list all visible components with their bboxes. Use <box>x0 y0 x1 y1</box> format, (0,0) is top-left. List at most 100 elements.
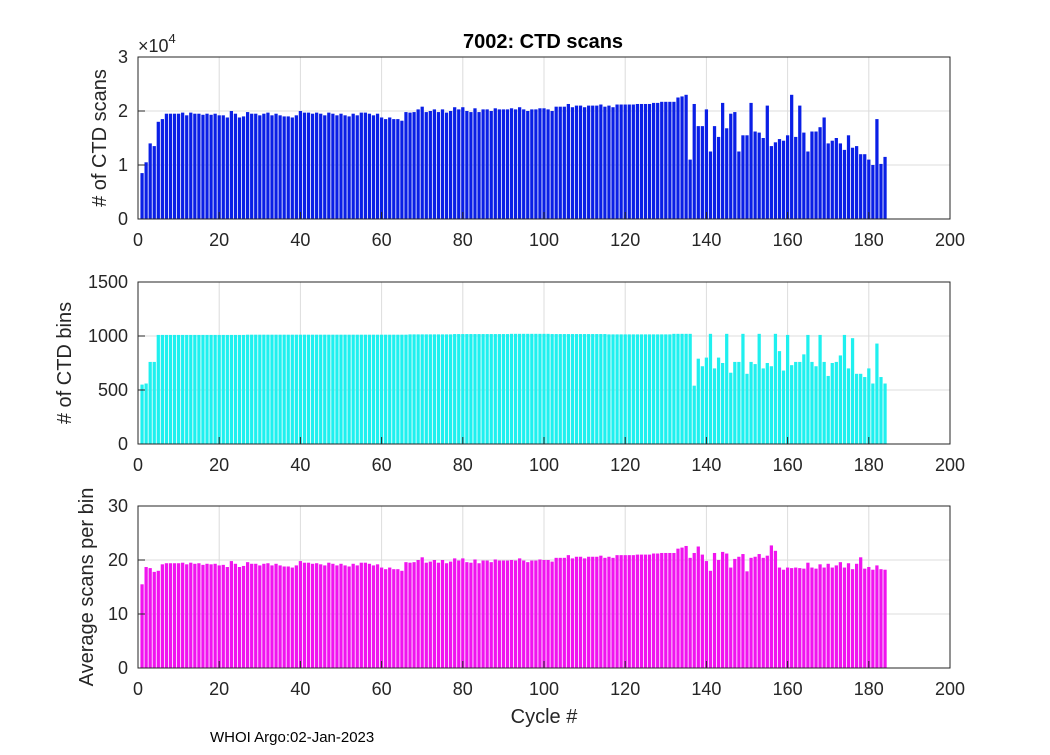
bar <box>656 102 660 219</box>
bar <box>647 554 652 668</box>
bar <box>477 334 481 444</box>
bar <box>509 560 514 668</box>
bar <box>388 117 392 219</box>
x-tick-label: 100 <box>529 455 559 475</box>
bar <box>607 556 611 668</box>
bar <box>185 564 189 668</box>
bar <box>229 334 234 444</box>
bar <box>647 103 652 219</box>
bar <box>676 333 680 444</box>
bar <box>599 555 603 668</box>
bar <box>607 334 611 444</box>
bar <box>826 143 830 219</box>
bar <box>855 146 859 219</box>
bar <box>298 111 303 219</box>
bar <box>859 154 863 219</box>
bar <box>323 334 327 444</box>
bar <box>217 334 221 444</box>
bar <box>806 562 810 668</box>
x-tick-label: 60 <box>372 230 392 250</box>
bar <box>274 334 278 444</box>
bar <box>160 119 164 219</box>
bar <box>412 112 416 219</box>
bar <box>595 334 599 444</box>
bar <box>396 569 400 668</box>
bar <box>652 553 656 668</box>
bar <box>534 109 538 219</box>
bar <box>501 560 506 668</box>
bar <box>688 557 692 668</box>
bar <box>505 560 510 668</box>
bar <box>611 107 615 219</box>
bar <box>814 366 818 444</box>
x-tick-label: 0 <box>133 679 143 699</box>
bar <box>733 361 737 444</box>
bar <box>473 108 477 219</box>
bar <box>229 561 234 668</box>
bar <box>883 383 887 444</box>
bar <box>692 552 696 668</box>
bar <box>688 333 692 444</box>
bar <box>400 334 404 444</box>
bar <box>323 565 327 668</box>
bar <box>631 104 635 219</box>
bar <box>643 554 648 668</box>
bar <box>440 109 445 219</box>
bar <box>526 333 530 444</box>
bar <box>359 334 363 444</box>
bar <box>432 334 437 444</box>
bar <box>850 569 855 668</box>
bar <box>647 334 652 444</box>
bar <box>741 554 745 668</box>
x-tick-label: 180 <box>854 679 884 699</box>
bar <box>712 126 717 219</box>
bar <box>587 556 591 668</box>
bar <box>623 104 627 219</box>
bar <box>599 334 603 444</box>
bar <box>574 334 579 444</box>
bar <box>668 552 672 668</box>
bar <box>400 570 404 668</box>
bar <box>838 562 843 668</box>
bar <box>712 552 717 668</box>
bar <box>550 111 554 219</box>
bar <box>566 334 570 444</box>
bar <box>489 562 493 668</box>
bar <box>737 361 741 444</box>
bar <box>262 563 266 668</box>
bar <box>201 564 205 668</box>
bar <box>246 334 250 444</box>
bar <box>879 163 883 219</box>
x-tick-label: 140 <box>691 679 721 699</box>
bar <box>810 131 814 219</box>
bar <box>672 552 676 668</box>
bar <box>522 560 526 668</box>
bar <box>246 562 250 668</box>
bar <box>814 568 818 668</box>
bar <box>213 563 217 668</box>
bar <box>668 334 672 444</box>
bar <box>635 554 640 668</box>
bar <box>737 151 741 219</box>
bar <box>716 560 721 668</box>
bar <box>424 112 428 219</box>
bar <box>578 334 583 444</box>
bar <box>331 334 335 444</box>
bar <box>611 334 615 444</box>
bar <box>396 119 400 219</box>
bar <box>250 563 254 668</box>
bar <box>477 563 481 668</box>
bar <box>241 116 246 219</box>
bar <box>757 554 761 668</box>
bar <box>384 334 388 444</box>
bar <box>217 565 221 668</box>
bar <box>282 334 286 444</box>
bar <box>286 334 290 444</box>
bar <box>639 334 644 444</box>
bar <box>554 334 558 444</box>
bar <box>582 334 587 444</box>
bar <box>781 569 786 668</box>
bar <box>371 115 376 219</box>
bar <box>619 334 623 444</box>
bar <box>193 334 197 444</box>
